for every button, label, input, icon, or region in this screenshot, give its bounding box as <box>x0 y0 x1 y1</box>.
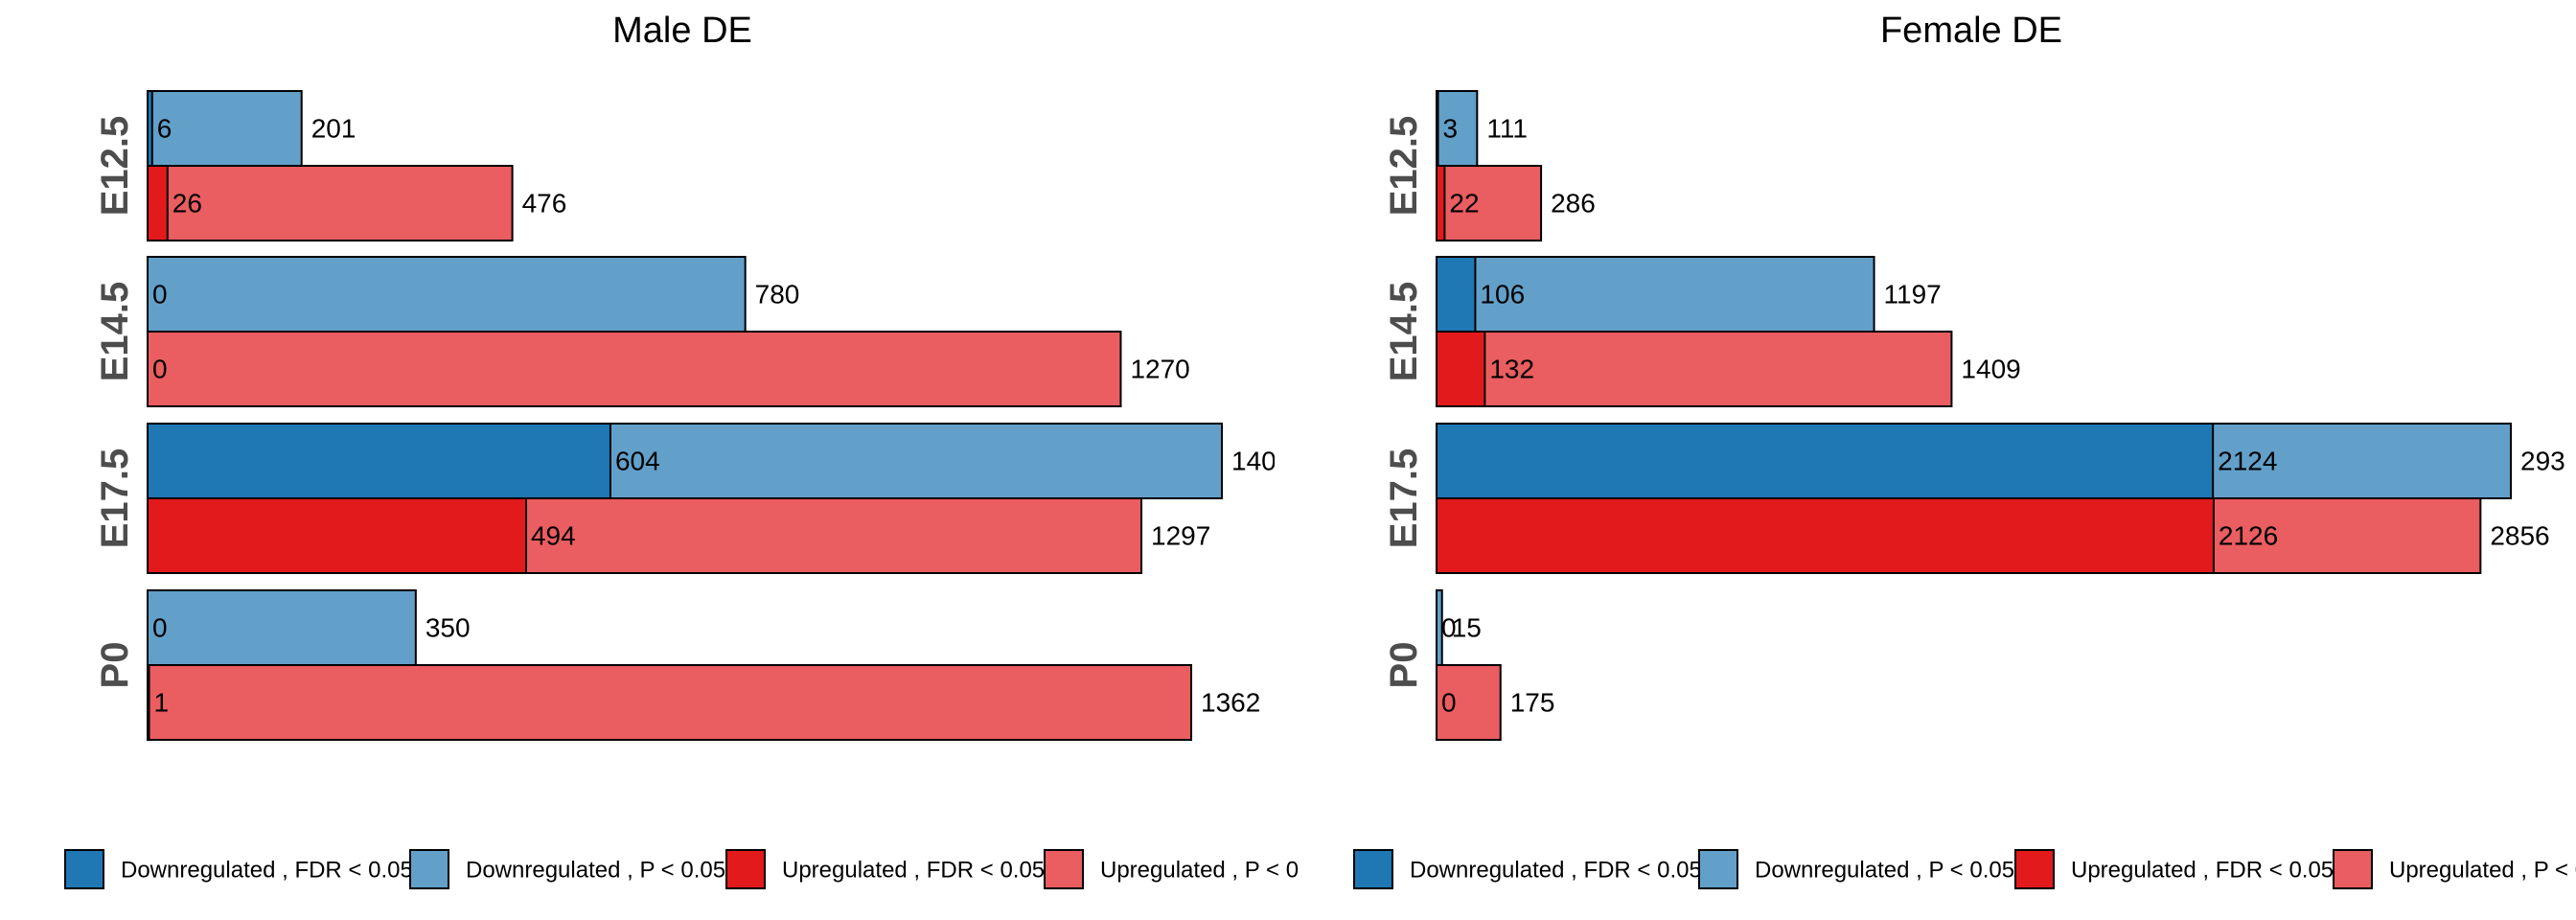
legend-item: Upregulated , P < 0 <box>1044 849 1299 889</box>
legend-swatch <box>64 849 104 889</box>
legend-label: Upregulated , FDR < 0.05 <box>2071 858 2334 884</box>
data-label-p: 1197 <box>1884 280 1942 310</box>
data-label-fdr: 0 <box>152 355 168 384</box>
data-label-fdr: 494 <box>531 521 576 551</box>
data-label-p: 780 <box>755 280 800 310</box>
data-label-p: 201 <box>311 114 356 144</box>
legend-swatch <box>2333 849 2373 889</box>
data-label-fdr: 604 <box>615 447 660 476</box>
legend-label: Upregulated , FDR < 0.05 <box>782 858 1045 884</box>
bar-up-p <box>1436 331 1953 407</box>
category-label: E17.5 <box>94 448 136 549</box>
category-label: E12.5 <box>1383 116 1425 217</box>
legend: Downregulated , FDR < 0.05 Downregulated … <box>1353 849 2576 889</box>
data-label-fdr: 2126 <box>2219 521 2278 551</box>
legend-label: Upregulated , P < 0 <box>2389 858 2576 884</box>
legend-item: Downregulated , FDR < 0.05 <box>64 849 413 889</box>
legend-swatch <box>1044 849 1084 889</box>
chart-panel-1: Female DE E12.5 3 111 22 286 E14.5 106 1197 132 14… <box>1353 11 2576 889</box>
legend-item: Upregulated , FDR < 0.05 <box>2014 849 2334 889</box>
data-label-fdr: 2124 <box>2218 447 2277 476</box>
plot-area: E12.5 6 201 26 476 E14.5 0 780 0 1270 E17.5 604 140 4… <box>94 90 1276 741</box>
data-label-p: 1409 <box>1961 355 2020 384</box>
data-label-p: 476 <box>522 189 567 218</box>
legend: Downregulated , FDR < 0.05 Downregulated … <box>64 849 1299 889</box>
data-label-p: 15 <box>1452 613 1482 643</box>
data-label-p: 350 <box>426 613 471 643</box>
bar-up-fdr <box>147 165 169 242</box>
category-label: P0 <box>94 642 136 689</box>
chart-panel-0: Male DE E12.5 6 201 26 476 E14.5 0 780 0 1270 E17.5… <box>64 11 1299 889</box>
data-label-fdr: 0 <box>1441 613 1457 643</box>
legend-label: Downregulated , FDR < 0.05 <box>121 858 413 884</box>
category-label: E14.5 <box>1383 282 1425 382</box>
legend-swatch <box>1698 849 1738 889</box>
bar-up-fdr <box>1436 497 2215 574</box>
bar-down-p <box>147 589 417 666</box>
category-label: E14.5 <box>94 282 136 382</box>
bar-up-fdr <box>147 664 150 741</box>
data-label-p: 2856 <box>2490 521 2549 551</box>
chart-title: Male DE <box>612 11 752 51</box>
data-label-fdr: 22 <box>1449 189 1479 218</box>
data-label-fdr: 0 <box>152 613 168 643</box>
bar-up-p <box>1436 664 1502 741</box>
bar-up-p <box>147 165 514 242</box>
legend-swatch <box>1353 849 1393 889</box>
data-label-fdr: 0 <box>1441 688 1457 718</box>
bar-down-fdr <box>1436 90 1439 167</box>
bar-down-fdr <box>1436 423 2215 499</box>
category-label: E17.5 <box>1383 448 1425 549</box>
data-label-fdr: 26 <box>172 189 202 218</box>
category-label: E12.5 <box>94 116 136 217</box>
category-label: P0 <box>1383 642 1425 689</box>
data-label-p: 1270 <box>1130 355 1189 384</box>
legend-item: Downregulated , FDR < 0.05 <box>1353 849 1702 889</box>
data-label-fdr: 0 <box>152 280 168 310</box>
data-label-fdr: 1 <box>154 688 170 718</box>
bar-up-p <box>147 331 1122 407</box>
data-label-fdr: 6 <box>157 114 172 144</box>
data-label-p: 175 <box>1510 688 1555 718</box>
bar-down-p <box>1436 90 1479 167</box>
bar-up-p <box>1436 165 1543 242</box>
bar-up-fdr <box>1436 165 1446 242</box>
data-label-fdr: 3 <box>1443 114 1459 144</box>
data-label-p: 1297 <box>1151 521 1210 551</box>
legend-item: Downregulated , P < 0.05 <box>409 849 725 889</box>
bar-down-fdr <box>1436 256 1477 333</box>
data-label-p: 111 <box>1486 114 1528 144</box>
bar-down-p <box>147 90 303 167</box>
data-label-fdr: 106 <box>1480 280 1525 310</box>
data-label-p: 286 <box>1551 189 1596 218</box>
bar-down-fdr <box>147 423 611 499</box>
data-label-p: 140 <box>1231 447 1276 476</box>
bar-up-p <box>147 664 1193 741</box>
legend-swatch <box>409 849 449 889</box>
legend-item: Upregulated , P < 0 <box>2333 849 2576 889</box>
legend-label: Downregulated , FDR < 0.05 <box>1410 858 1702 884</box>
data-label-fdr: 132 <box>1489 355 1534 384</box>
legend-label: Upregulated , P < 0 <box>1100 858 1299 884</box>
bar-down-fdr <box>147 90 153 167</box>
legend-swatch <box>725 849 766 889</box>
legend-swatch <box>2014 849 2055 889</box>
chart-title: Female DE <box>1880 11 2062 51</box>
legend-item: Upregulated , FDR < 0.05 <box>725 849 1045 889</box>
legend-item: Downregulated , P < 0.05 <box>1698 849 2014 889</box>
legend-label: Downregulated , P < 0.05 <box>1755 858 2014 884</box>
bar-down-p <box>1436 256 1875 333</box>
data-label-p: 293 <box>2520 447 2565 476</box>
bar-up-fdr <box>147 497 527 574</box>
legend-label: Downregulated , P < 0.05 <box>466 858 725 884</box>
bar-down-p <box>147 256 747 333</box>
bar-up-fdr <box>1436 331 1486 407</box>
data-label-p: 1362 <box>1201 688 1260 718</box>
plot-area: E12.5 3 111 22 286 E14.5 106 1197 132 1409 E17.5 21… <box>1383 90 2565 741</box>
